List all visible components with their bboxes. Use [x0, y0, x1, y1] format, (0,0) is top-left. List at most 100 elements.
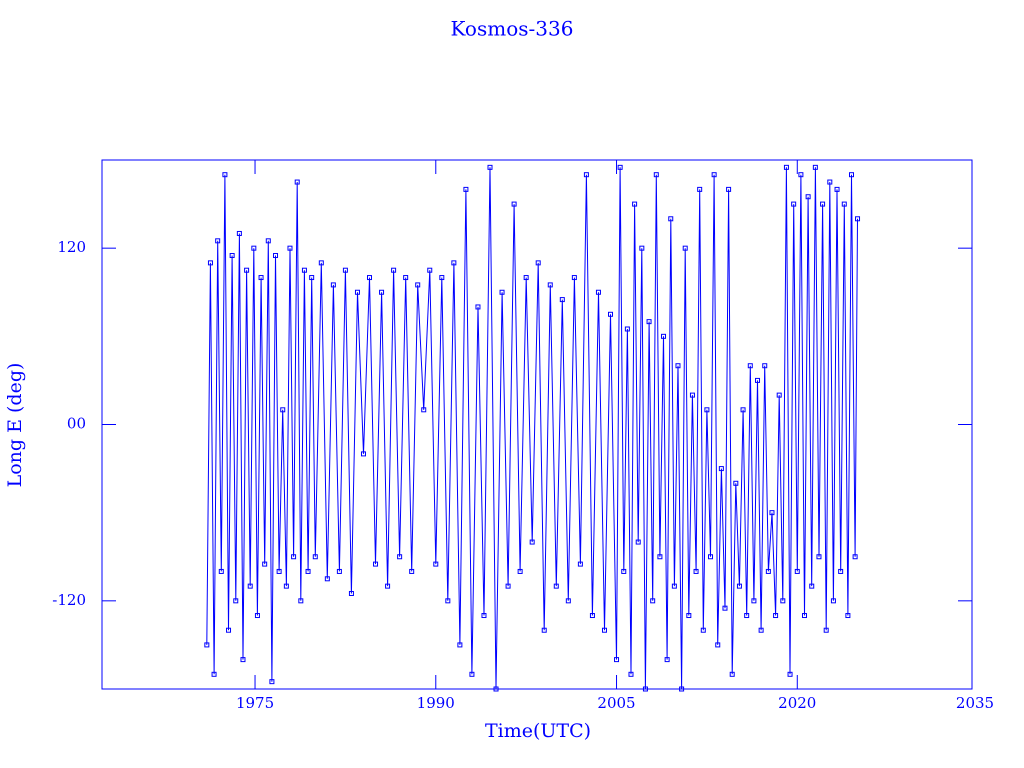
point-marker	[664, 657, 670, 663]
point-marker	[409, 568, 415, 574]
point-marker	[273, 253, 279, 259]
point-marker	[635, 539, 641, 545]
point-marker	[639, 245, 645, 251]
x-tick-label: 1975	[236, 694, 274, 712]
point-marker	[324, 576, 330, 582]
point-marker	[830, 598, 836, 604]
point-marker	[211, 671, 217, 677]
point-marker	[391, 267, 397, 273]
point-marker	[571, 275, 577, 281]
point-marker	[816, 554, 822, 560]
point-marker	[697, 186, 703, 192]
point-marker	[265, 238, 271, 244]
point-marker	[621, 568, 627, 574]
point-marker	[511, 201, 517, 207]
point-marker	[726, 186, 732, 192]
point-marker	[718, 466, 724, 472]
point-marker	[740, 407, 746, 413]
point-marker	[601, 627, 607, 633]
point-marker	[794, 568, 800, 574]
point-marker	[736, 583, 742, 589]
point-marker	[505, 583, 511, 589]
point-marker	[298, 598, 304, 604]
point-marker	[722, 605, 728, 611]
point-marker	[783, 164, 789, 170]
chart-title: Kosmos-336	[451, 17, 574, 41]
point-marker	[565, 598, 571, 604]
point-marker	[294, 179, 300, 185]
point-marker	[547, 282, 553, 288]
point-marker	[855, 216, 861, 222]
point-marker	[463, 186, 469, 192]
point-marker	[689, 392, 695, 398]
point-marker	[421, 407, 427, 413]
point-marker	[700, 627, 706, 633]
point-marker	[642, 686, 648, 692]
point-marker	[758, 627, 764, 633]
point-marker	[312, 554, 318, 560]
point-marker	[215, 238, 221, 244]
point-marker	[487, 164, 493, 170]
point-marker	[675, 363, 681, 369]
point-marker	[318, 260, 324, 266]
point-marker	[330, 282, 336, 288]
point-marker	[838, 568, 844, 574]
point-marker	[204, 642, 210, 648]
point-marker	[744, 613, 750, 619]
point-marker	[715, 642, 721, 648]
point-marker	[499, 289, 505, 295]
point-marker	[682, 245, 688, 251]
point-marker	[827, 179, 833, 185]
point-marker	[787, 671, 793, 677]
point-marker	[244, 267, 250, 273]
point-marker	[342, 267, 348, 273]
point-marker	[791, 201, 797, 207]
point-marker	[373, 561, 379, 567]
point-marker	[595, 289, 601, 295]
point-marker	[240, 657, 246, 663]
point-marker	[661, 333, 667, 339]
point-marker	[608, 311, 614, 317]
point-marker	[632, 201, 638, 207]
point-marker	[305, 568, 311, 574]
plot-frame	[101, 159, 973, 690]
point-marker	[765, 568, 771, 574]
point-marker	[254, 613, 260, 619]
point-marker	[379, 289, 385, 295]
point-marker	[218, 568, 224, 574]
point-marker	[747, 363, 753, 369]
x-tick-label: 2035	[956, 694, 994, 712]
point-marker	[776, 392, 782, 398]
point-marker	[439, 275, 445, 281]
point-marker	[762, 363, 768, 369]
point-marker	[708, 554, 714, 560]
point-marker	[820, 201, 826, 207]
point-marker	[457, 642, 463, 648]
point-marker	[517, 568, 523, 574]
point-marker	[553, 583, 559, 589]
point-marker	[812, 164, 818, 170]
point-marker	[280, 407, 286, 413]
point-marker	[704, 407, 710, 413]
point-marker	[679, 686, 685, 692]
point-marker	[493, 686, 499, 692]
point-marker	[354, 289, 360, 295]
point-marker	[589, 613, 595, 619]
point-marker	[469, 671, 475, 677]
point-marker	[403, 275, 409, 281]
point-marker	[523, 275, 529, 281]
point-marker	[780, 598, 786, 604]
point-marker	[798, 172, 804, 178]
point-marker	[291, 554, 297, 560]
point-marker	[686, 613, 692, 619]
y-tick-label: 120	[57, 238, 86, 256]
point-marker	[769, 510, 775, 516]
point-marker	[251, 245, 257, 251]
y-tick-label: 00	[67, 415, 86, 433]
point-marker	[671, 583, 677, 589]
x-tick-label: 1990	[417, 694, 455, 712]
point-marker	[207, 260, 213, 266]
point-marker	[624, 326, 630, 332]
point-marker	[653, 172, 659, 178]
point-marker	[668, 216, 674, 222]
